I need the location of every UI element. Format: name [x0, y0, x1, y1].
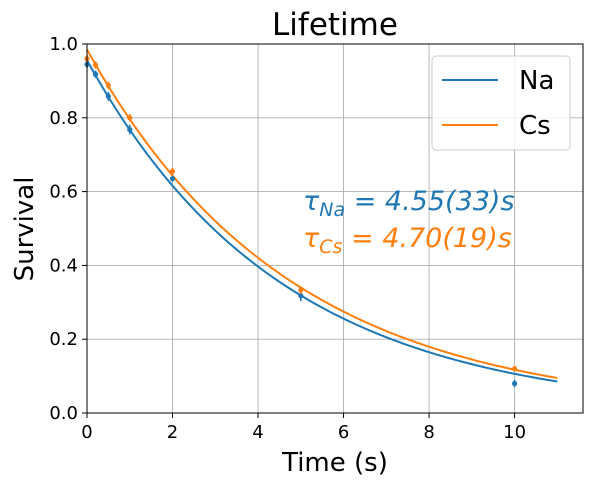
legend-label-cs: Cs: [519, 111, 551, 141]
tau-cs-symbol: τ: [303, 223, 320, 254]
plot-frame: [86, 43, 584, 414]
data-point-cs: [298, 287, 304, 293]
fit-annotations: τNa = 4.55(33)s τCs = 4.70(19)s: [303, 186, 515, 258]
y-tick-label: 0.6: [49, 182, 78, 203]
y-axis-label: Survival: [10, 177, 40, 282]
tau-cs-subscript: Cs: [319, 236, 342, 258]
x-tick-label: 4: [252, 422, 263, 443]
data-point-na: [169, 176, 176, 182]
legend: Na Cs: [431, 55, 571, 151]
data-points: [84, 55, 518, 388]
x-tick-label: 10: [503, 422, 526, 443]
chart-title: Lifetime: [272, 7, 398, 43]
x-tick-label: 0: [81, 422, 92, 443]
tau-cs-value: = 4.70(19)s: [342, 223, 511, 254]
x-tick-label: 6: [338, 422, 349, 443]
data-point-cs: [511, 366, 518, 372]
tau-na-value: = 4.55(33)s: [345, 186, 514, 217]
x-axis-label: Time (s): [281, 448, 388, 478]
legend-label-na: Na: [519, 66, 554, 96]
fit-curve-na: [86, 59, 558, 383]
data-point-cs: [92, 62, 99, 68]
fit-curves: [86, 49, 558, 383]
y-tick-label: 0.4: [49, 255, 78, 276]
y-tick-label: 0.0: [49, 403, 78, 424]
tau-cs-annotation: τCs = 4.70(19)s: [303, 223, 512, 258]
x-tick-label: 2: [167, 422, 178, 443]
y-tick-label: 0.8: [49, 108, 78, 129]
axis-ticks: 0 2 4 6 8 10 0.0 0.2 0.4 0.6 0.8 1.0: [49, 34, 526, 443]
y-tick-label: 0.2: [49, 329, 78, 350]
data-point-cs: [127, 115, 133, 121]
tau-na-symbol: τ: [303, 186, 320, 217]
x-tick-label: 8: [423, 422, 434, 443]
data-point-na: [298, 293, 304, 299]
tau-na-subscript: Na: [319, 199, 345, 221]
data-point-cs: [169, 168, 176, 174]
data-point-na: [105, 93, 111, 99]
tau-na-annotation: τNa = 4.55(33)s: [303, 186, 515, 221]
grid: [87, 44, 583, 413]
data-point-na: [511, 380, 518, 387]
fit-curve-cs: [86, 49, 558, 379]
data-point-na: [92, 71, 99, 77]
data-point-cs: [105, 82, 111, 88]
data-point-na: [127, 127, 133, 133]
y-tick-label: 1.0: [49, 34, 78, 55]
